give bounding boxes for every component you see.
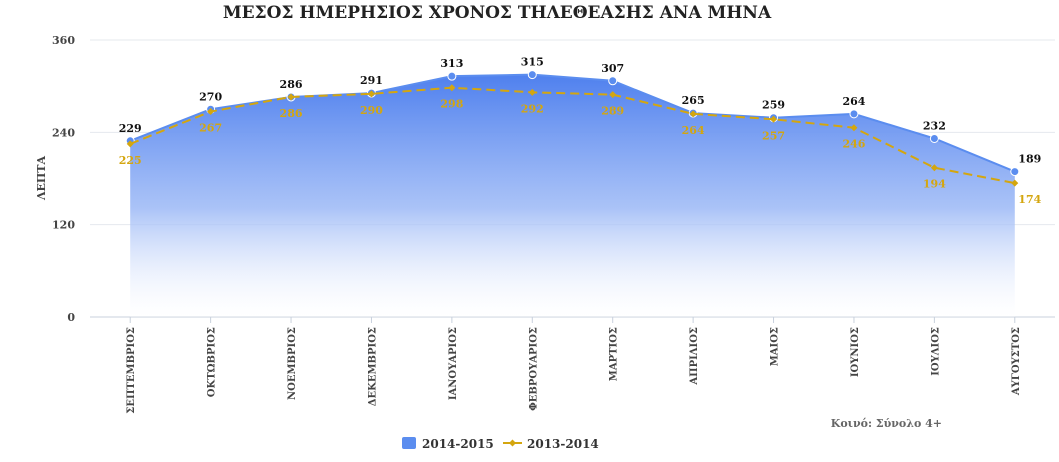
data-point[interactable] <box>448 84 456 92</box>
x-tick-label: ΙΑΝΟΥΑΡΙΟΣ <box>448 327 459 400</box>
data-point[interactable] <box>849 109 859 119</box>
data-label: 267 <box>199 122 222 135</box>
data-point[interactable] <box>447 71 457 81</box>
legend: 2014-2015 2013-2014 <box>402 437 599 451</box>
series-line <box>129 86 1015 185</box>
data-label: 232 <box>923 119 946 132</box>
legend-label-2013-2014: 2013-2014 <box>527 437 599 451</box>
y-tick-label: 120 <box>52 219 75 232</box>
data-point[interactable] <box>126 140 134 148</box>
data-label: 286 <box>280 107 303 120</box>
y-tick-label: 360 <box>52 34 75 47</box>
audience-note: Κοινό: Σύνολο 4+ <box>831 417 942 430</box>
x-tick-label: ΜΑΡΤΙΟΣ <box>609 327 620 381</box>
legend-swatch-2014-2015 <box>402 437 416 449</box>
data-label: 246 <box>842 138 865 151</box>
data-label: 289 <box>601 105 624 118</box>
x-tick-label: ΑΠΡΙΛΙΟΣ <box>689 327 700 386</box>
data-label: 257 <box>762 129 785 142</box>
data-label: 298 <box>440 98 463 111</box>
data-label: 225 <box>119 154 142 167</box>
x-tick-label: ΣΕΠΤΕΜΒΡΙΟΣ <box>126 327 137 414</box>
x-tick-label: ΑΥΓΟΥΣΤΟΣ <box>1011 327 1022 396</box>
data-label: 189 <box>1018 153 1041 166</box>
y-axis-label: ΛΕΠΤΑ <box>35 156 48 201</box>
series-2014-2015-area <box>125 70 1020 317</box>
data-point[interactable] <box>527 70 537 80</box>
data-label: 290 <box>360 104 383 117</box>
data-point[interactable] <box>770 115 778 123</box>
data-point[interactable] <box>287 93 295 101</box>
data-point[interactable] <box>930 164 938 172</box>
x-tick-label: ΟΚΤΩΒΡΙΟΣ <box>207 327 218 397</box>
y-tick-label: 0 <box>67 311 75 324</box>
y-axis: 0 120 240 360 <box>52 34 75 324</box>
chart-title: ΜΕΣΟΣ ΗΜΕΡΗΣΙΟΣ ΧΡΟΝΟΣ ΤΗΛΕΘΕΑΣΗΣ ΑΝΑ ΜΗ… <box>223 3 772 23</box>
legend-item-2014-2015[interactable]: 2014-2015 <box>402 437 494 451</box>
data-point[interactable] <box>367 90 375 98</box>
y-tick-label: 240 <box>52 126 75 139</box>
data-label: 194 <box>923 178 946 191</box>
data-point[interactable] <box>1011 179 1019 187</box>
x-tick-label: ΜΑΙΟΣ <box>770 327 781 366</box>
x-tick-label: ΦΕΒΡΟΥΑΡΙΟΣ <box>528 327 539 411</box>
x-tick-label: ΙΟΥΝΙΟΣ <box>850 327 861 377</box>
data-point[interactable] <box>850 124 858 132</box>
data-label: 174 <box>1018 193 1041 206</box>
series-2013-2014-line <box>126 84 1019 187</box>
x-tick-label: ΙΟΥΛΙΟΣ <box>930 327 941 376</box>
legend-item-2013-2014[interactable]: 2013-2014 <box>503 437 599 451</box>
legend-marker-2013-2014 <box>509 439 516 447</box>
data-point[interactable] <box>609 91 617 99</box>
data-label: 315 <box>521 56 544 69</box>
data-labels: 229 225 270 267 286 286 291 290 313 298 315 292 307 2… <box>119 56 1042 206</box>
data-point[interactable] <box>929 133 939 143</box>
data-point[interactable] <box>689 110 697 118</box>
x-tick-label: ΔΕΚΕΜΒΡΙΟΣ <box>367 327 378 406</box>
data-label: 265 <box>682 94 705 107</box>
data-label: 313 <box>440 57 463 70</box>
data-label: 264 <box>682 124 705 137</box>
data-point[interactable] <box>528 88 536 96</box>
x-axis: ΣΕΠΤΕΜΒΡΙΟΣ ΟΚΤΩΒΡΙΟΣ ΝΟΕΜΒΡΙΟΣ ΔΕΚΕΜΒΡΙΟΣ Ι… <box>126 317 1022 414</box>
legend-label-2014-2015: 2014-2015 <box>422 437 494 451</box>
data-label: 264 <box>842 95 865 108</box>
data-label: 291 <box>360 74 383 87</box>
data-label: 286 <box>280 78 303 91</box>
data-label: 259 <box>762 99 785 112</box>
area-fill <box>130 74 1015 317</box>
x-tick-label: ΝΟΕΜΒΡΙΟΣ <box>287 327 298 400</box>
data-label: 307 <box>601 62 624 75</box>
data-label: 270 <box>199 90 222 103</box>
data-point[interactable] <box>1010 167 1020 177</box>
data-point[interactable] <box>207 108 215 116</box>
data-label: 292 <box>521 102 544 115</box>
data-label: 229 <box>119 122 142 135</box>
data-point[interactable] <box>608 76 618 86</box>
